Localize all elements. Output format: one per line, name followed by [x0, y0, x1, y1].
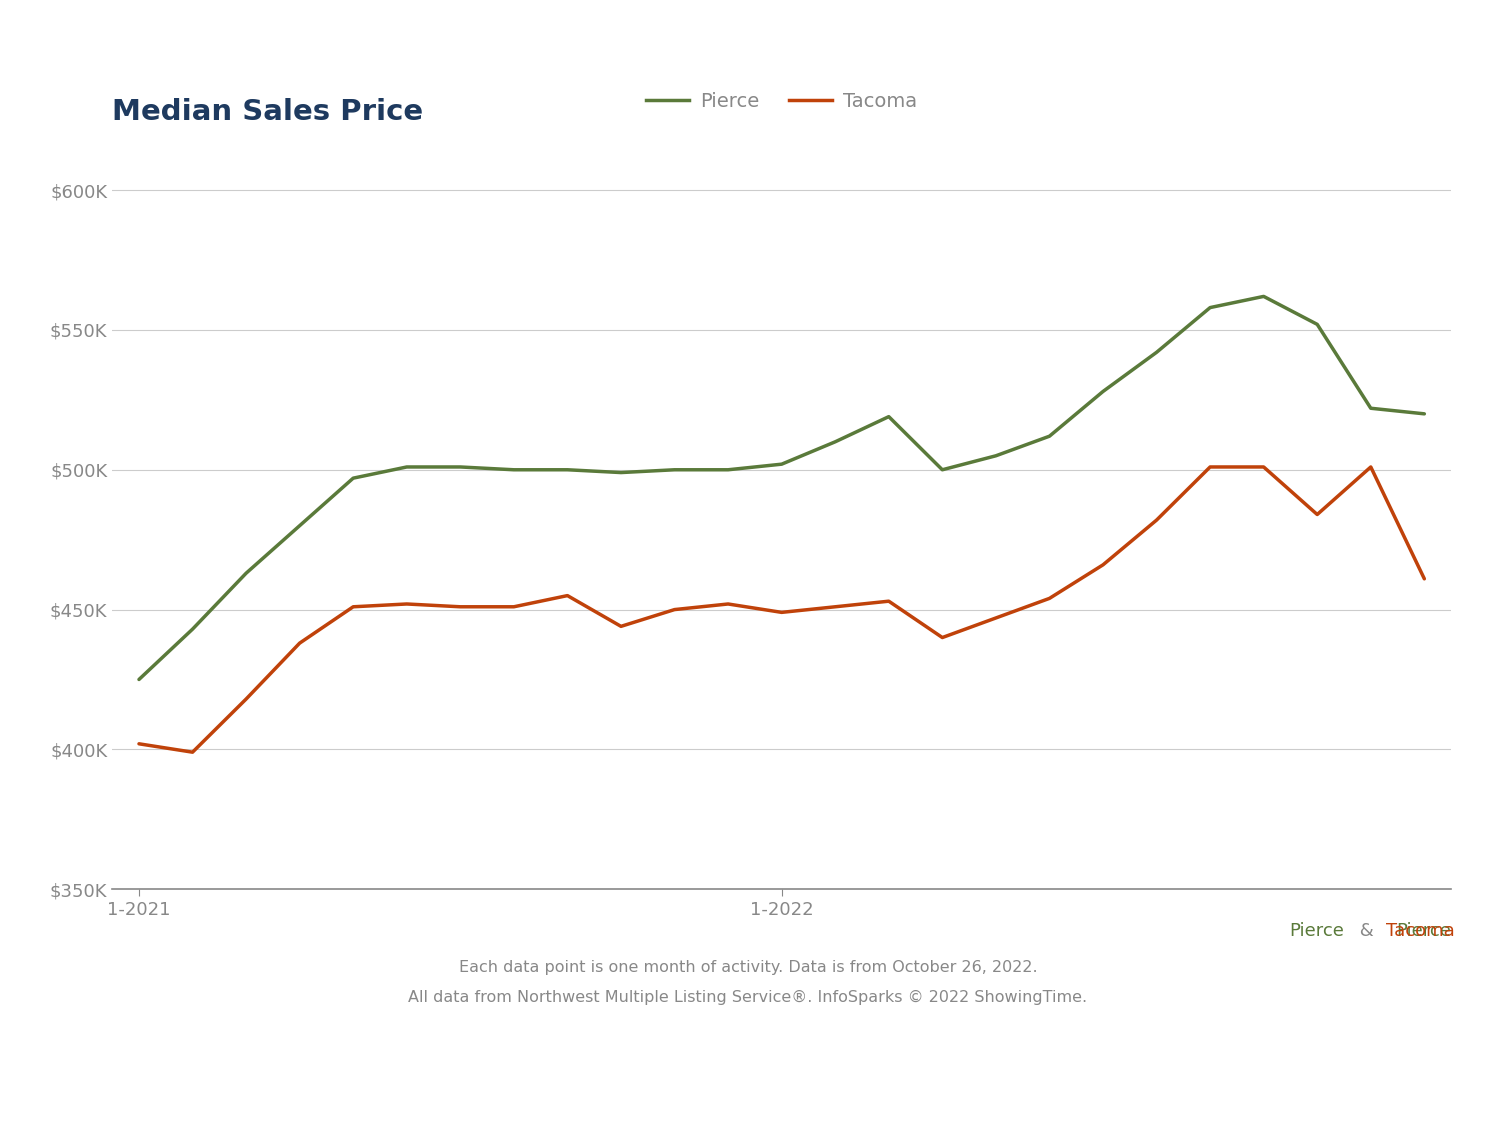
Text: Each data point is one month of activity. Data is from October 26, 2022.: Each data point is one month of activity…	[459, 960, 1037, 975]
Text: &: &	[1354, 922, 1379, 940]
Legend: Pierce, Tacoma: Pierce, Tacoma	[639, 84, 925, 119]
Text: Pierce: Pierce	[1396, 922, 1451, 940]
Text: Median Sales Price: Median Sales Price	[112, 98, 423, 127]
Text: Pierce: Pierce	[1290, 922, 1345, 940]
Text: All data from Northwest Multiple Listing Service®. InfoSparks © 2022 ShowingTime: All data from Northwest Multiple Listing…	[408, 991, 1088, 1005]
Text: Tacoma: Tacoma	[1387, 922, 1456, 940]
